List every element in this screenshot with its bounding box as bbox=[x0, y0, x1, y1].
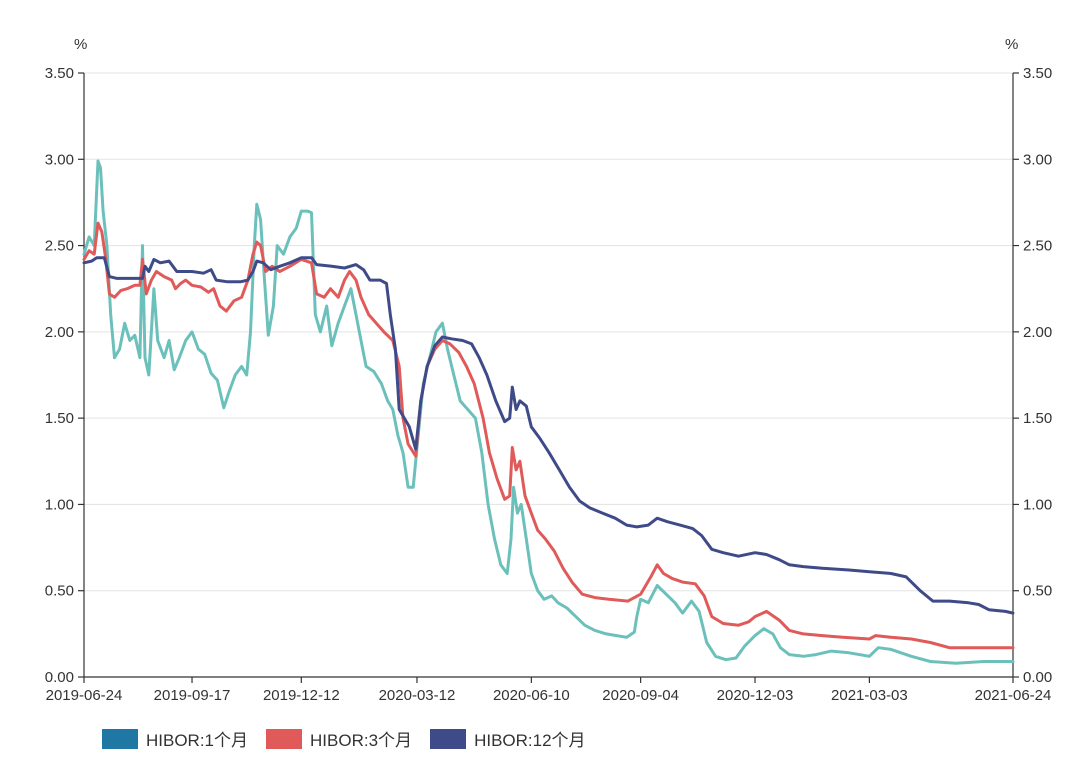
x-tick-label: 2019-09-17 bbox=[154, 687, 231, 704]
legend-label: HIBOR:1个月 bbox=[146, 731, 249, 750]
y-tick-label-right: 3.50 bbox=[1023, 65, 1052, 82]
y-tick-label-right: 1.50 bbox=[1023, 410, 1052, 427]
series-lines bbox=[82, 159, 1015, 665]
left-axis-unit-label: % bbox=[74, 36, 87, 53]
y-tick-label-left: 3.50 bbox=[45, 65, 74, 82]
series-line-2 bbox=[82, 221, 1015, 650]
legend-swatch bbox=[102, 728, 138, 749]
y-tick-label-right: 2.00 bbox=[1023, 324, 1052, 341]
right-axis-unit-label: % bbox=[1005, 36, 1018, 53]
x-tick-label: 2020-12-03 bbox=[717, 687, 794, 704]
y-tick-label-left: 2.50 bbox=[45, 238, 74, 255]
y-tick-label-left: 1.50 bbox=[45, 410, 74, 427]
y-tick-label-left: 3.00 bbox=[45, 151, 74, 168]
x-tick-label: 2019-06-24 bbox=[46, 687, 123, 704]
y-tick-label-right: 0.50 bbox=[1023, 583, 1052, 600]
x-tick-label: 2020-06-10 bbox=[493, 687, 570, 704]
legend-label: HIBOR:3个月 bbox=[310, 731, 413, 750]
legend-swatch bbox=[266, 728, 303, 749]
y-tick-label-left: 2.00 bbox=[45, 324, 74, 341]
y-tick-label-right: 0.00 bbox=[1023, 669, 1052, 686]
legend-item[interactable]: HIBOR:3个月 bbox=[266, 726, 412, 751]
legend-item[interactable]: HIBOR:1个月 bbox=[102, 726, 248, 751]
x-tick-label: 2021-03-03 bbox=[831, 687, 908, 704]
legend: HIBOR:1个月 HIBOR:3个月 HIBOR:12个月 bbox=[102, 726, 586, 751]
x-tick-label: 2019-12-12 bbox=[263, 687, 340, 704]
line-chart: 0.00 0.00 0.50 0.50 1.00 1.00 1.50 1.50 2.00 2.00… bbox=[45, 36, 1052, 704]
gridlines bbox=[84, 72, 1013, 592]
series-line-3 bbox=[82, 256, 1015, 615]
y-tick-label-right: 3.00 bbox=[1023, 151, 1052, 168]
axes: 0.00 0.00 0.50 0.50 1.00 1.00 1.50 1.50 2.00 2.00… bbox=[45, 65, 1052, 704]
x-tick-label: 2020-03-12 bbox=[379, 687, 456, 704]
y-tick-label-left: 0.50 bbox=[45, 583, 74, 600]
y-tick-label-right: 2.50 bbox=[1023, 238, 1052, 255]
y-tick-label-left: 1.00 bbox=[45, 496, 74, 513]
legend-swatch bbox=[430, 728, 467, 749]
legend-label: HIBOR:12个月 bbox=[474, 731, 586, 750]
x-tick-label: 2020-09-04 bbox=[602, 687, 679, 704]
x-tick-label: 2021-06-24 bbox=[975, 687, 1052, 704]
y-tick-label-right: 1.00 bbox=[1023, 496, 1052, 513]
y-tick-label-left: 0.00 bbox=[45, 669, 74, 686]
legend-item[interactable]: HIBOR:12个月 bbox=[430, 726, 586, 751]
series-line-1 bbox=[82, 159, 1015, 665]
